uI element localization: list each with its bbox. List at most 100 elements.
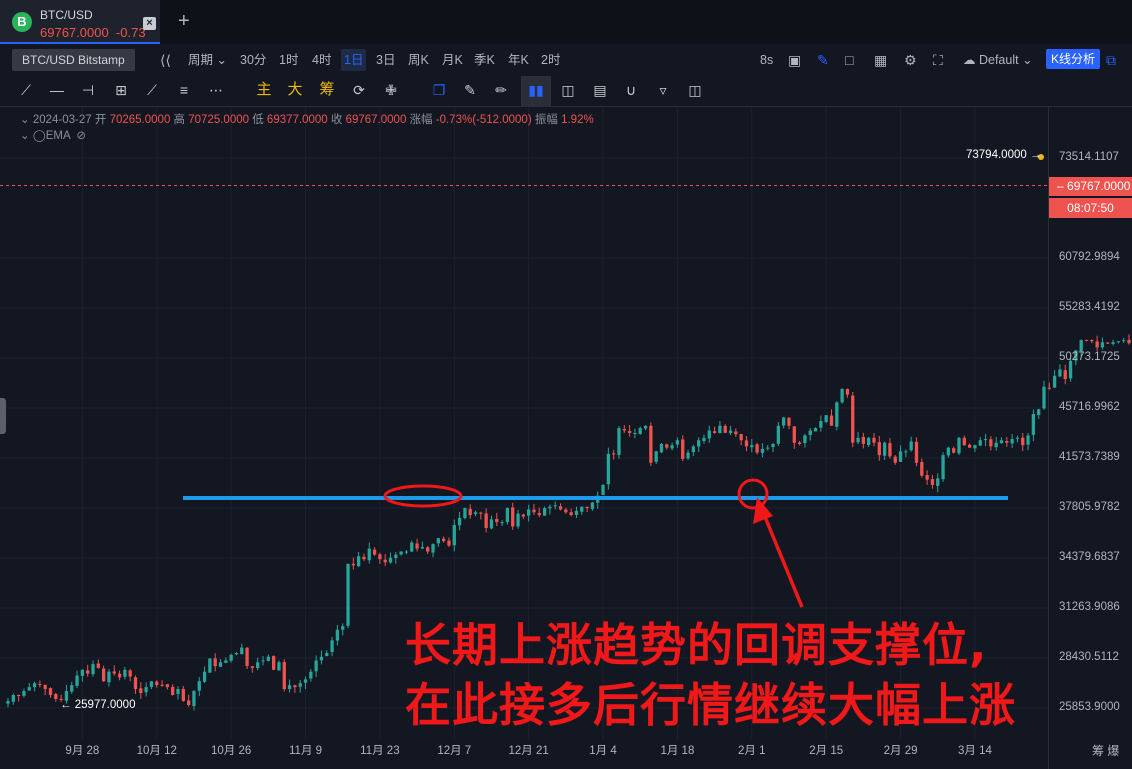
- candle-body: [548, 506, 552, 509]
- candle-body: [325, 653, 329, 657]
- fullscreen-icon[interactable]: ⛶: [933, 52, 943, 68]
- crossline-icon[interactable]: ⊣: [81, 82, 95, 98]
- bottom-right-buttons[interactable]: 筹 爆: [1092, 744, 1120, 758]
- interval-quarter[interactable]: 季K: [474, 53, 495, 67]
- candle-body: [277, 662, 281, 671]
- brush-icon[interactable]: ✏: [495, 82, 507, 98]
- interval-2h[interactable]: 2时: [541, 53, 561, 67]
- candle-body: [367, 548, 371, 561]
- candle-body: [505, 508, 510, 523]
- interval-30m[interactable]: 30分: [240, 53, 267, 67]
- candle-body: [665, 444, 669, 448]
- horizontal-line-icon[interactable]: —: [50, 82, 64, 98]
- period-dropdown[interactable]: 周期 ⌄: [188, 49, 227, 71]
- interval-3d[interactable]: 3日: [376, 53, 396, 67]
- collapse-info-icon[interactable]: ⌄: [20, 114, 30, 126]
- interval-month[interactable]: 月K: [442, 53, 463, 67]
- magnet-icon[interactable]: ∪: [625, 82, 637, 98]
- candle-body: [250, 666, 255, 668]
- side-panel-handle[interactable]: [0, 398, 6, 434]
- candle-body: [346, 563, 350, 626]
- more-icon[interactable]: ⋯: [209, 82, 223, 98]
- notes-icon[interactable]: ▤: [593, 82, 607, 98]
- high-value: 70725.0000: [188, 114, 250, 126]
- tab-close-button[interactable]: ×: [143, 17, 156, 30]
- tab-change-value: -0.73: [115, 25, 146, 40]
- theme-dropdown[interactable]: ☁ Default ⌄: [963, 49, 1033, 71]
- candle-body: [468, 508, 472, 516]
- y-tick-label: 31263.9086: [1059, 601, 1120, 613]
- candle-body: [840, 388, 844, 403]
- image-icon[interactable]: ▦: [874, 52, 888, 68]
- candle-body: [218, 662, 223, 667]
- interval-year[interactable]: 年K: [508, 53, 529, 67]
- candle-body: [64, 691, 69, 701]
- pen-icon[interactable]: ✎: [817, 52, 829, 68]
- candle-body: [511, 507, 515, 527]
- ray-icon[interactable]: ⟋: [147, 82, 157, 98]
- interval-week[interactable]: 周K: [408, 53, 429, 67]
- collapse-icon[interactable]: ⟨⟨: [160, 52, 171, 68]
- clipboard-icon[interactable]: ◫: [561, 82, 575, 98]
- interval-1h[interactable]: 1时: [279, 53, 299, 67]
- period-label: 周期: [188, 53, 214, 67]
- candle-body: [442, 538, 446, 542]
- main-indicator-button[interactable]: 主: [256, 81, 272, 98]
- candle-body: [527, 509, 531, 516]
- candle-body: [426, 547, 430, 552]
- eye-off-icon[interactable]: ⊘: [76, 130, 87, 142]
- y-tick-label: 28430.5112: [1059, 651, 1119, 663]
- candle-body: [627, 430, 632, 433]
- theme-label: Default: [978, 53, 1019, 67]
- candle-body: [495, 518, 499, 523]
- bell-icon[interactable]: ◯: [32, 130, 46, 142]
- candle-body: [383, 559, 387, 563]
- candle-body: [1090, 339, 1094, 342]
- candle-body: [983, 439, 988, 441]
- candle-body: [558, 506, 563, 510]
- camera-icon[interactable]: ▣: [788, 52, 802, 68]
- candle-body: [11, 695, 15, 702]
- interval-1d[interactable]: 1日: [341, 49, 367, 71]
- layout-icon[interactable]: □: [845, 52, 854, 68]
- add-tab-button[interactable]: +: [178, 10, 190, 32]
- candle-body: [245, 647, 249, 667]
- share-icon[interactable]: ⧉: [1106, 52, 1116, 68]
- trendline-icon[interactable]: ⟋: [21, 82, 31, 98]
- trash-icon[interactable]: ◫: [688, 82, 702, 98]
- chip-distribution-button[interactable]: 筹: [319, 81, 335, 98]
- candle-body: [309, 671, 313, 679]
- candle-body: [330, 640, 334, 653]
- candle-body: [930, 479, 935, 485]
- interval-4h[interactable]: 4时: [312, 53, 332, 67]
- candlestick-icon[interactable]: ▮▮: [528, 82, 544, 98]
- candle-body: [941, 455, 945, 480]
- filter-icon[interactable]: ▿: [659, 82, 667, 98]
- candle-body: [208, 658, 212, 673]
- candle-body: [282, 662, 286, 690]
- cloud-icon: ☁: [963, 53, 976, 67]
- replay-icon[interactable]: ⟳: [353, 82, 365, 98]
- eraser-icon[interactable]: ✙: [385, 82, 397, 98]
- high-price-marker: 73794.0000 →: [966, 149, 1042, 161]
- candle-body: [989, 439, 993, 447]
- candle-body: [612, 453, 616, 455]
- big-order-button[interactable]: 大: [287, 81, 303, 98]
- candle-body: [1122, 340, 1126, 342]
- chevron-down-icon[interactable]: ⌄: [20, 130, 30, 142]
- candle-body: [851, 395, 855, 443]
- kline-analysis-button[interactable]: K线分析: [1046, 49, 1101, 69]
- ruler-icon[interactable]: ✎: [464, 82, 476, 98]
- chart-area[interactable]: [0, 107, 1048, 739]
- refresh-rate[interactable]: 8s: [760, 53, 774, 67]
- candle-body: [659, 443, 664, 453]
- candle-body: [697, 440, 701, 447]
- candle-body: [962, 437, 966, 446]
- candle-body: [819, 421, 823, 428]
- rectangle-tool-icon[interactable]: ⊞: [115, 82, 127, 98]
- candle-body: [16, 694, 21, 697]
- parallel-lines-icon[interactable]: ≡: [179, 82, 189, 98]
- indicator-row[interactable]: ⌄ ◯EMA ⊘: [20, 128, 86, 142]
- copy-icon[interactable]: ❐: [432, 82, 446, 98]
- gear-icon[interactable]: ⚙: [904, 52, 917, 68]
